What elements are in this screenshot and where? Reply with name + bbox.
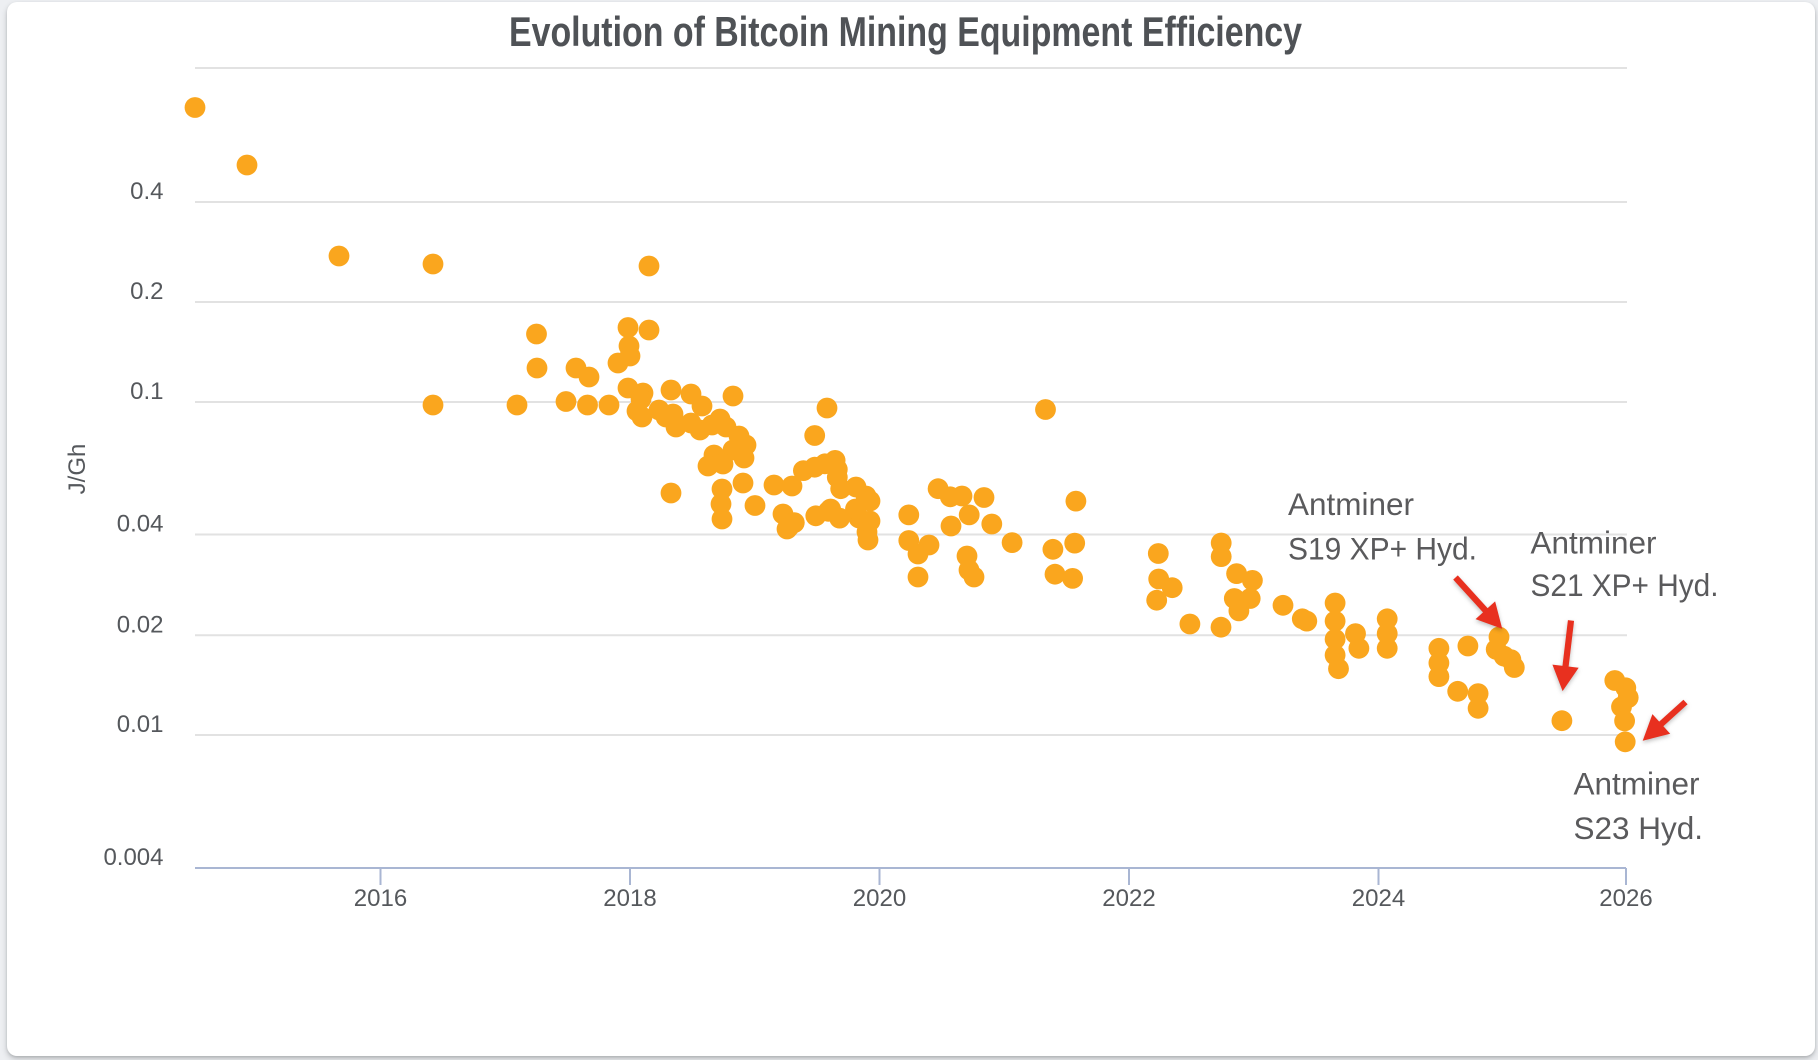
svg-text:Antminer: Antminer: [1531, 525, 1657, 561]
svg-text:0.02: 0.02: [117, 611, 164, 638]
svg-text:2022: 2022: [1102, 885, 1155, 912]
svg-text:2018: 2018: [603, 885, 656, 912]
svg-text:0.01: 0.01: [117, 711, 164, 738]
svg-text:0.4: 0.4: [130, 178, 163, 205]
svg-text:Antminer: Antminer: [1288, 486, 1414, 522]
svg-text:Antminer: Antminer: [1574, 766, 1700, 802]
svg-text:2020: 2020: [853, 885, 906, 912]
svg-text:S19 XP+ Hyd.: S19 XP+ Hyd.: [1288, 531, 1477, 567]
svg-text:S23 Hyd.: S23 Hyd.: [1574, 810, 1704, 846]
svg-text:0.2: 0.2: [130, 278, 163, 305]
svg-text:2026: 2026: [1599, 885, 1652, 912]
svg-text:0.04: 0.04: [117, 511, 164, 538]
svg-text:J/Gh: J/Gh: [64, 444, 91, 495]
svg-text:Evolution of Bitcoin Mining Eq: Evolution of Bitcoin Mining Equipment Ef…: [509, 8, 1303, 55]
svg-text:2016: 2016: [354, 885, 407, 912]
svg-text:2024: 2024: [1352, 885, 1405, 912]
svg-text:0.004: 0.004: [103, 844, 163, 871]
svg-text:S21 XP+ Hyd.: S21 XP+ Hyd.: [1531, 567, 1719, 603]
svg-text:0.1: 0.1: [130, 378, 163, 405]
